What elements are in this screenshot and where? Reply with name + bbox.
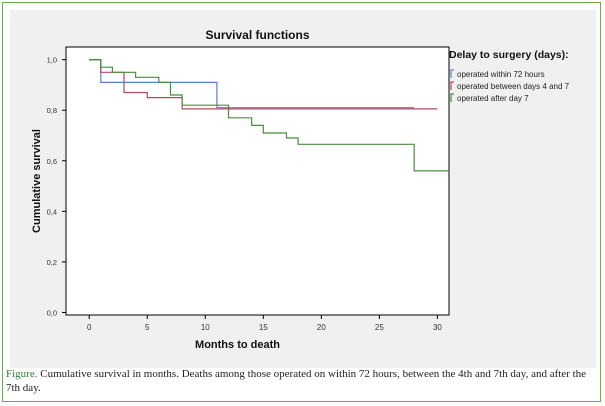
legend-label-2: operated between days 4 and 7 bbox=[457, 82, 570, 91]
survival-chart: Survival functions Months to death Cumul… bbox=[31, 28, 570, 351]
x-tick-label: 10 bbox=[201, 323, 210, 332]
x-axis-ticks: 0 5 10 15 20 25 30 bbox=[87, 315, 442, 332]
legend-label-1: operated within 72 hours bbox=[457, 70, 545, 79]
figure-frame: Survival functions Months to death Cumul… bbox=[2, 2, 601, 402]
y-tick-label: 1,0 bbox=[47, 56, 57, 65]
x-tick-label: 0 bbox=[87, 323, 92, 332]
y-tick-label: 0,2 bbox=[47, 258, 57, 267]
x-axis-label: Months to death bbox=[195, 339, 280, 351]
x-tick-label: 25 bbox=[375, 323, 384, 332]
legend-swatch-1 bbox=[450, 69, 454, 78]
caption-text: Cumulative survival in months. Deaths am… bbox=[6, 368, 587, 394]
legend-label-3: operated after day 7 bbox=[457, 94, 529, 103]
legend-swatch-2 bbox=[450, 81, 454, 90]
y-axis-label: Cumulative survival bbox=[31, 129, 43, 233]
legend-title: Delay to surgery (days): bbox=[449, 49, 569, 61]
x-tick-label: 20 bbox=[317, 323, 326, 332]
y-tick-label: 0,6 bbox=[47, 157, 57, 166]
plot-area bbox=[65, 46, 450, 316]
legend-swatch-3 bbox=[450, 93, 454, 102]
y-axis-ticks: 0,0 0,2 0,4 0,6 0,8 1,0 bbox=[47, 56, 66, 317]
x-tick-label: 15 bbox=[259, 323, 268, 332]
series-lines bbox=[89, 58, 449, 172]
y-tick-label: 0,4 bbox=[47, 207, 57, 216]
series-line-3 bbox=[89, 58, 449, 172]
legend: operated within 72 hours operated between… bbox=[450, 69, 570, 103]
x-tick-label: 5 bbox=[145, 323, 150, 332]
chart-panel: Survival functions Months to death Cumul… bbox=[10, 10, 596, 368]
x-tick-label: 30 bbox=[433, 323, 442, 332]
chart-title: Survival functions bbox=[205, 28, 309, 42]
figure-caption: Figure. Cumulative survival in months. D… bbox=[6, 367, 596, 395]
y-tick-label: 0,0 bbox=[47, 308, 57, 317]
y-tick-label: 0,8 bbox=[47, 106, 57, 115]
caption-lead: Figure. bbox=[6, 368, 38, 380]
